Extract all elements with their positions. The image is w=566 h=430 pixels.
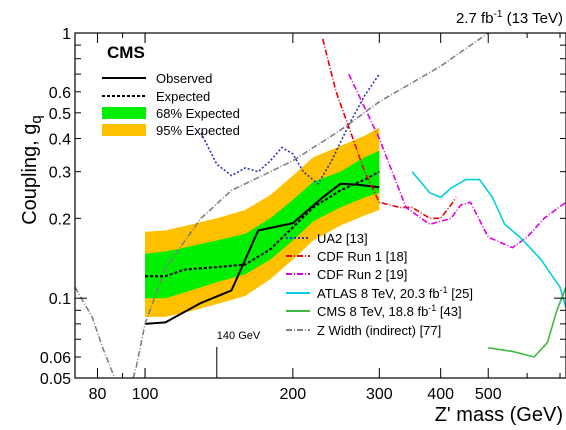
legend-main-observed-label: Observed [156, 71, 212, 86]
x-tick-label: 500 [475, 386, 502, 403]
cms-label: CMS [107, 43, 145, 62]
annotation-layer: 140 GeV [216, 330, 261, 378]
y-tick-label: 0.1 [49, 291, 71, 308]
legend-main-68-expected-swatch [102, 107, 146, 119]
y-tick-label: 0.2 [49, 211, 71, 228]
x-tick-label: 100 [132, 386, 159, 403]
annotation-140-gev-label: 140 GeV [217, 330, 261, 342]
legend-main-68-expected-label: 68% Expected [156, 106, 240, 121]
x-tick-label: 80 [89, 386, 107, 403]
legend-ext-z-width-indirect-77-label: Z Width (indirect) [77] [317, 323, 441, 338]
y-tick-label: 0.4 [49, 132, 71, 149]
x-tick-label: 400 [427, 386, 454, 403]
series-expected [145, 170, 380, 278]
series-ua2-13 [200, 73, 380, 185]
curves-layer [75, 33, 566, 378]
series-cdf-run-1-18 [321, 38, 457, 220]
y-tick-label: 0.5 [49, 106, 71, 123]
x-tick-label: 200 [280, 386, 307, 403]
y-axis-title: Coupling, gq [19, 115, 45, 225]
bands-layer [145, 127, 380, 317]
legend-main-95-expected-label: 95% Expected [156, 123, 240, 138]
legend-main-expected-label: Expected [156, 89, 210, 104]
y-tick-label: 0.05 [40, 371, 71, 388]
legend-ext-ua2-13-label: UA2 [13] [317, 231, 368, 246]
legend-ext-atlas-8-tev-20-3-fb-25-label: ATLAS 8 TeV, 20.3 fb-1 [25] [317, 285, 473, 301]
frame-layer [74, 32, 566, 379]
series-z-width-indirect-77 [75, 33, 489, 378]
ticks-layer: 80 100 200 300 400 500 0.05 0.06 0.1 0.2 0.3 0.4 0.5… [40, 26, 566, 403]
legend-ext-cdf-run-1-18-label: CDF Run 1 [18] [317, 249, 407, 264]
y-tick-label: 0.06 [40, 350, 71, 367]
y-tick-label: 1 [62, 26, 71, 43]
x-tick-label: 300 [366, 386, 393, 403]
series-cms-8-tev-18-8-fb-1-43 [488, 286, 566, 358]
y-tick-label: 0.3 [49, 165, 71, 182]
plot-frame [74, 32, 566, 379]
series-atlas-8-tev-20-3-fb-1-25 [411, 171, 566, 309]
x-axis-title: Z' mass (GeV) [435, 404, 563, 426]
lumi-label: 2.7 fb-1 (13 TeV) [456, 9, 563, 27]
legend-ext: UA2 [13] CDF Run 1 [18] CDF Run 2 [19] ATLA… [286, 231, 473, 338]
legend-ext-cms-8-tev-18-8-fb-43-label: CMS 8 TeV, 18.8 fb-1 [43] [317, 303, 462, 319]
series-cdf-run-2-19 [348, 73, 566, 249]
legend-main: Observed Expected 68% Expected 95% Expected [102, 71, 240, 138]
legend-main-95-expected-swatch [102, 124, 146, 136]
band-68-expected [145, 150, 380, 299]
series-observed [144, 182, 380, 325]
y-tick-label: 0.6 [49, 85, 71, 102]
legend-ext-cdf-run-2-19-label: CDF Run 2 [19] [317, 267, 407, 282]
